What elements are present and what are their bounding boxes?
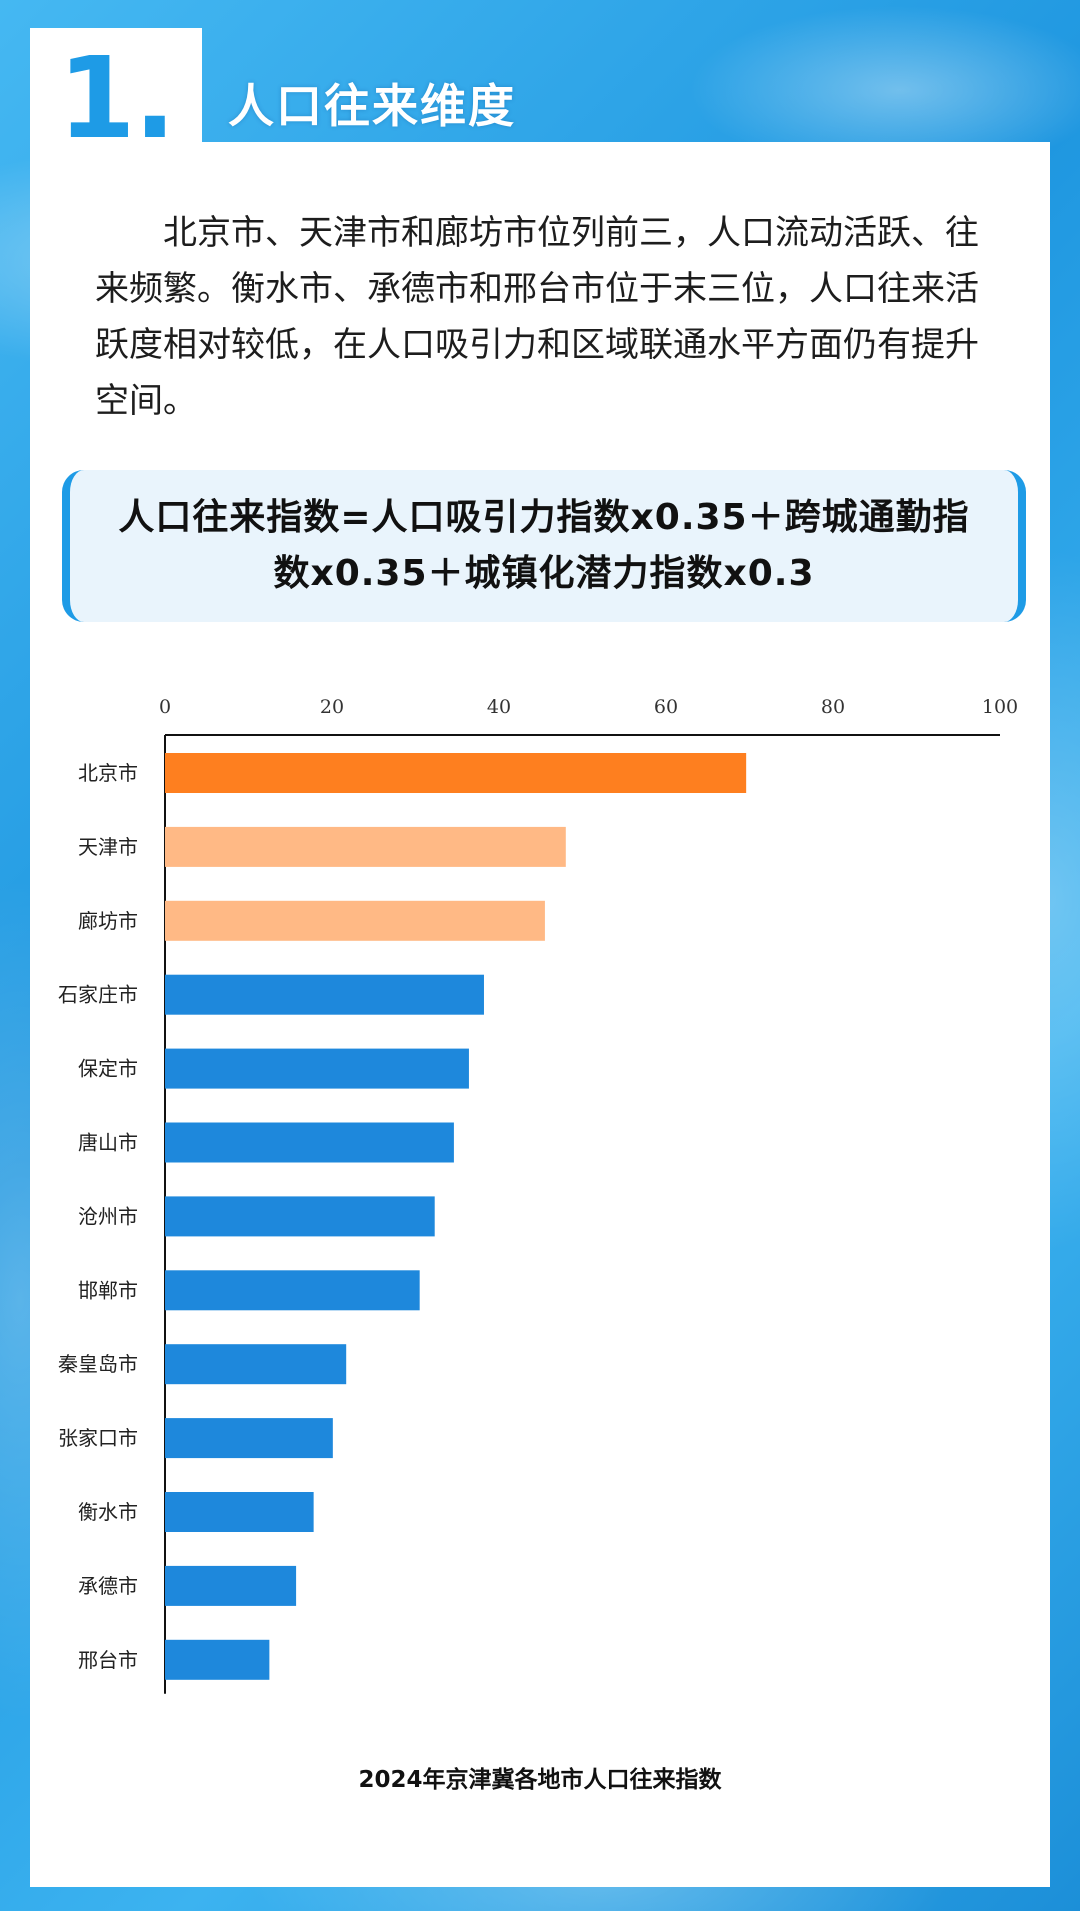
category-label: 保定市 [78, 1057, 138, 1081]
category-label: 邯郸市 [78, 1278, 138, 1302]
category-label: 唐山市 [78, 1131, 138, 1155]
bar [165, 826, 566, 867]
category-label: 承德市 [78, 1574, 138, 1598]
bar [165, 1196, 435, 1237]
category-label: 廊坊市 [78, 909, 138, 933]
x-tick-label: 40 [487, 696, 511, 718]
bar [165, 1048, 469, 1089]
category-label: 石家庄市 [58, 983, 138, 1007]
intro-paragraph: 北京市、天津市和廊坊市位列前三，人口流动活跃、往来频繁。衡水市、承德市和邢台市位… [95, 213, 979, 421]
category-label: 北京市 [78, 761, 138, 785]
category-label: 衡水市 [78, 1500, 138, 1524]
bar [165, 1122, 454, 1163]
bar [165, 753, 747, 793]
section-number-box: 1. [30, 28, 202, 170]
x-tick-label: 20 [320, 696, 344, 718]
bar [165, 1565, 297, 1606]
category-label: 张家口市 [58, 1426, 138, 1450]
bar [165, 1344, 347, 1385]
section-number: 1. [57, 34, 176, 164]
x-tick-label: 80 [821, 696, 845, 718]
section-title: 人口往来维度 [228, 79, 516, 133]
bar [165, 1492, 314, 1532]
bar [165, 900, 545, 941]
category-label: 秦皇岛市 [58, 1352, 138, 1376]
category-label: 天津市 [78, 835, 138, 859]
x-tick-label: 0 [159, 696, 171, 718]
bar [165, 1270, 420, 1311]
bar [165, 1639, 270, 1680]
x-tick-label: 100 [982, 696, 1018, 718]
bar [165, 974, 484, 1015]
formula-box: 人口往来指数=人口吸引力指数x0.35＋跨城通勤指数x0.35＋城镇化潜力指数x… [62, 470, 1026, 622]
bar [165, 1418, 333, 1459]
chart-title: 2024年京津冀各地市人口往来指数 [358, 1767, 722, 1793]
category-label: 邢台市 [78, 1648, 138, 1672]
formula-text: 人口往来指数=人口吸引力指数x0.35＋跨城通勤指数x0.35＋城镇化潜力指数x… [118, 497, 970, 594]
category-label: 沧州市 [78, 1204, 138, 1228]
x-tick-label: 60 [654, 696, 678, 718]
